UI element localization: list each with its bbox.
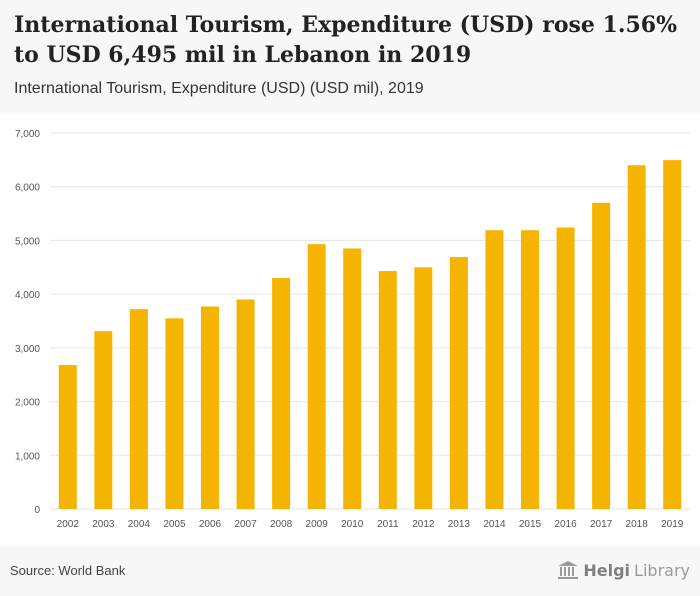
x-tick-label: 2017: [590, 519, 613, 530]
x-tick-label: 2002: [57, 519, 80, 530]
x-tick-label: 2016: [554, 519, 577, 530]
x-tick-label: 2009: [306, 519, 329, 530]
bar-2015: [521, 230, 539, 510]
bar-2017: [592, 202, 611, 509]
bar-2006: [201, 306, 219, 509]
x-tick-label: 2007: [234, 519, 257, 530]
bar-2012: [414, 267, 433, 509]
bar-2019: [663, 160, 682, 509]
x-tick-label: 2018: [626, 519, 649, 530]
y-tick-label: 7,000: [15, 129, 40, 140]
bar-2009: [307, 244, 326, 509]
bar-2007: [236, 299, 255, 509]
bar-2004: [129, 309, 148, 509]
bar-2010: [343, 248, 362, 509]
header: International Tourism, Expenditure (USD)…: [0, 0, 700, 113]
helgilibrary-logo: Helgi Library: [557, 558, 690, 582]
bar-2005: [165, 318, 184, 509]
bar-2013: [449, 257, 468, 509]
x-tick-label: 2003: [92, 519, 115, 530]
bar-chart: 0 1,000 2,000 3,000 4,000 5,000 6,000 7,000 2002…: [15, 129, 690, 530]
bar-2002: [58, 365, 77, 509]
library-building-icon: [558, 561, 579, 579]
source-label: Source: World Bank: [10, 563, 126, 578]
x-tick-label: 2004: [128, 519, 151, 530]
bar-2003: [94, 331, 113, 509]
x-tick-label: 2019: [661, 519, 684, 530]
bar-2011: [378, 271, 397, 509]
x-tick-label: 2012: [412, 519, 435, 530]
chart-area: 0 1,000 2,000 3,000 4,000 5,000 6,000 7,000 2002…: [0, 113, 700, 546]
bar-2008: [272, 278, 291, 509]
logo-helgi-text: Helgi: [583, 560, 631, 580]
y-tick-label: 3,000: [15, 344, 40, 355]
y-tick-label: 0: [34, 505, 40, 516]
x-tick-label: 2006: [199, 519, 222, 530]
bar-2018: [627, 165, 646, 509]
y-tick-label: 4,000: [15, 290, 40, 301]
x-tick-label: 2011: [377, 519, 399, 530]
y-tick-label: 2,000: [15, 398, 40, 409]
x-tick-label: 2013: [448, 519, 471, 530]
footer: Source: World Bank Helgi Library: [0, 546, 700, 596]
chart-subtitle: International Tourism, Expenditure (USD)…: [14, 80, 424, 97]
chart-title: International Tourism, Expenditure (USD)…: [14, 12, 678, 68]
x-tick-label: 2015: [519, 519, 542, 530]
y-tick-label: 6,000: [15, 183, 40, 194]
x-tick-label: 2010: [341, 519, 364, 530]
x-tick-label: 2014: [483, 519, 506, 530]
logo-library-text: Library: [634, 560, 690, 580]
x-tick-label: 2005: [163, 519, 186, 530]
bar-2016: [556, 227, 575, 509]
y-tick-label: 1,000: [15, 451, 40, 462]
y-tick-label: 5,000: [15, 236, 40, 247]
x-tick-label: 2008: [270, 519, 293, 530]
bar-2014: [485, 230, 504, 510]
